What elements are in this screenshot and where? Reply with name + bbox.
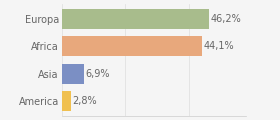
Text: 2,8%: 2,8% [73,96,97,106]
Bar [62,9,209,29]
Text: 44,1%: 44,1% [204,41,235,51]
Text: 46,2%: 46,2% [211,14,241,24]
Bar [62,36,202,56]
Text: 6,9%: 6,9% [85,69,110,79]
Bar [62,91,71,111]
Bar [62,64,84,84]
